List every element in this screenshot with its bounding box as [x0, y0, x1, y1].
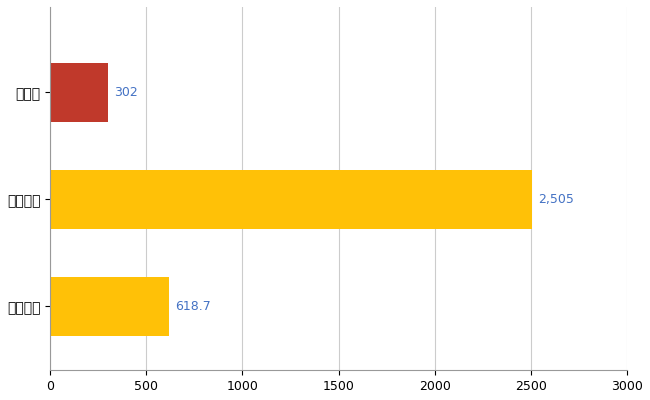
Text: 2,505: 2,505 [538, 193, 573, 206]
Bar [50, 170, 532, 229]
Text: 302: 302 [114, 86, 138, 99]
Text: 618.7: 618.7 [175, 300, 211, 313]
Bar [50, 277, 169, 336]
Bar [50, 63, 109, 122]
